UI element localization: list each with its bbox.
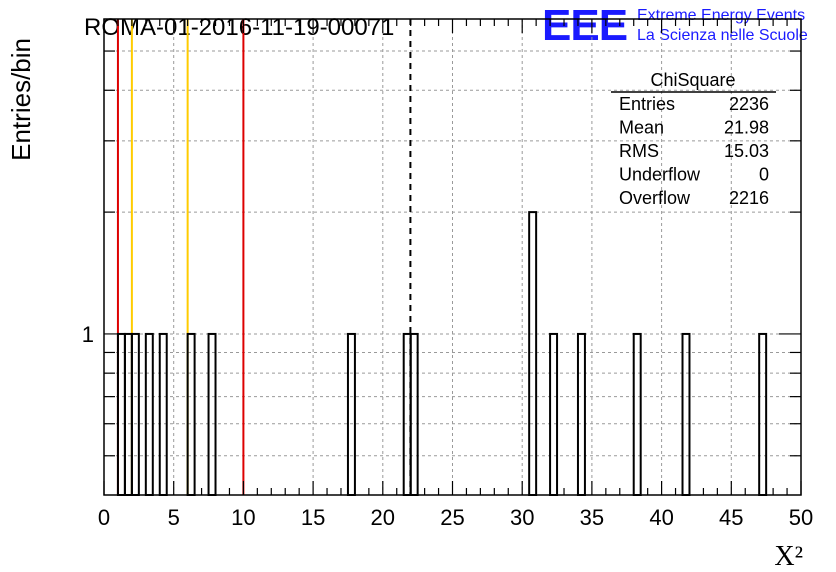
stats-row-value: 2216 xyxy=(729,188,769,208)
run-title: ROMA-01-2016-11-19-00071 xyxy=(84,14,394,41)
stats-row-value: 0 xyxy=(759,165,769,185)
stats-row-label: Underflow xyxy=(619,165,701,185)
x-tick-label: 40 xyxy=(649,505,673,530)
x-tick-label: 30 xyxy=(510,505,534,530)
x-tick-label: 0 xyxy=(98,505,110,530)
stats-row-label: Overflow xyxy=(619,188,691,208)
stats-box: ChiSquare Entries 2236 Mean 21.98 RMS 15.03 Un… xyxy=(611,70,776,208)
x-tick-label: 50 xyxy=(789,505,813,530)
x-tick-label: 5 xyxy=(168,505,180,530)
stats-row-value: 21.98 xyxy=(724,118,769,138)
x-tick-label: 20 xyxy=(371,505,395,530)
eee-logo-line1: Extreme Energy Events xyxy=(637,7,805,24)
eee-logo-line2: La Scienza nelle Scuole xyxy=(637,27,808,44)
stats-title: ChiSquare xyxy=(650,70,735,90)
y-axis-label: Entries/bin xyxy=(6,38,36,161)
stats-row-value: 15.03 xyxy=(724,141,769,161)
stats-row-label: RMS xyxy=(619,141,659,161)
x-tick-label: 10 xyxy=(231,505,255,530)
axis-ticks xyxy=(103,19,802,495)
x-tick-label: 15 xyxy=(301,505,325,530)
stats-rows: Entries 2236 Mean 21.98 RMS 15.03 Underflow 0 Ov… xyxy=(619,94,769,208)
stats-row-value: 2236 xyxy=(729,94,769,114)
stats-row-label: Mean xyxy=(619,118,664,138)
eee-logo: EEE Extreme Energy Events La Scienza nel… xyxy=(542,1,808,50)
x-tick-label: 25 xyxy=(440,505,464,530)
stats-row-label: Entries xyxy=(619,94,675,114)
x-tick-label: 35 xyxy=(580,505,604,530)
axis-tick-labels: 0 5 10 15 20 25 30 35 40 45 50 1 xyxy=(82,322,813,530)
x-axis-label: X² xyxy=(774,541,803,572)
eee-logo-mark: EEE xyxy=(542,1,627,50)
y-tick-label: 1 xyxy=(82,322,94,347)
x-tick-label: 45 xyxy=(719,505,743,530)
